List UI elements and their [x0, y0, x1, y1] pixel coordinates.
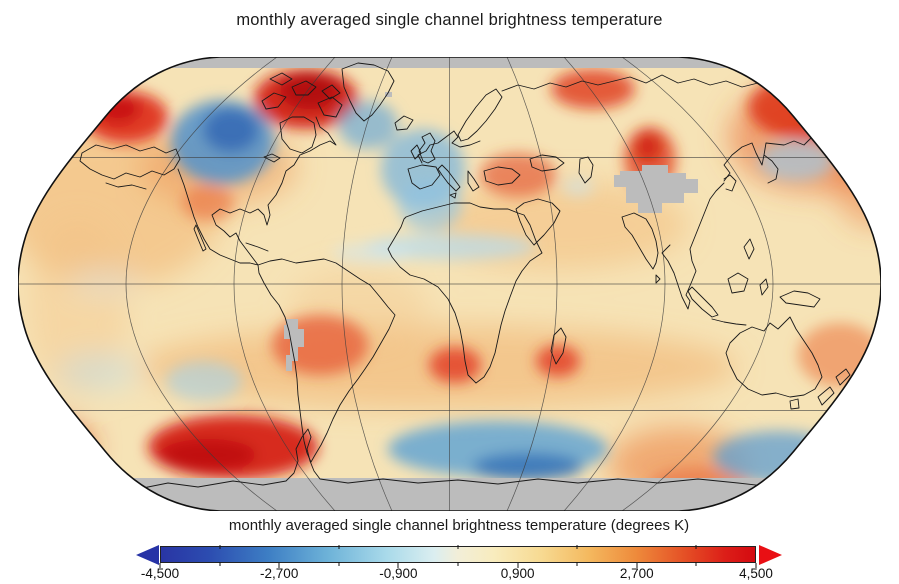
greenland-missing-pixel [385, 92, 392, 97]
colorbar-tick-labels: -4,500 -2,700 -0,900 0,900 2,700 4,500 [141, 566, 773, 582]
coast-great-lakes [263, 153, 281, 163]
coast-iceland [394, 115, 414, 131]
coast-india [621, 212, 659, 270]
coast-ireland [410, 144, 422, 160]
colorbar-tick-label: 0,900 [500, 566, 535, 581]
coast-alaska [79, 144, 181, 180]
coast-arctic-islands [261, 92, 287, 110]
coast-arabia [515, 198, 561, 246]
coast-china [661, 182, 725, 310]
coast-philippines [743, 238, 755, 260]
coast-greenland [341, 62, 395, 122]
colorbar: -4,500 -2,700 -0,900 0,900 2,700 4,500 [136, 543, 782, 583]
world-map [17, 56, 882, 512]
coast-arctic-islands [291, 80, 317, 96]
coast-anatolia [483, 166, 521, 186]
coast-antarctica [77, 428, 809, 494]
coast-na-east [211, 116, 337, 266]
colorbar-gradient [160, 546, 756, 563]
colorbar-tick-label: 2,700 [619, 566, 654, 581]
coast-tasmania [789, 398, 800, 410]
page-title: monthly averaged single channel brightne… [236, 11, 663, 29]
coast-australia [725, 316, 823, 398]
coast-sumatra [687, 286, 719, 318]
coast-aleutians [105, 182, 147, 190]
coast-hudson-bay [279, 116, 317, 154]
coast-madagascar [550, 327, 567, 365]
coast-java [711, 318, 747, 326]
coast-japan [763, 154, 779, 184]
coast-baja [193, 224, 207, 252]
colorbar-tick-label: -0,900 [379, 566, 418, 581]
colorbar-right-arrow [759, 545, 782, 565]
coast-arctic-islands [321, 84, 341, 100]
coast-baffin [317, 96, 343, 118]
coast-iberia [407, 164, 441, 190]
coast-sri-lanka [655, 274, 661, 284]
coast-greece [467, 170, 480, 192]
coastlines [77, 62, 857, 494]
coast-black-sea [529, 154, 565, 172]
coast-arctic-islands [269, 72, 293, 86]
coast-nz-south [817, 386, 835, 406]
graticule [18, 57, 881, 511]
colorbar-tick-label: 4,500 [739, 566, 773, 581]
world-map-container [17, 56, 882, 512]
coast-na-west [177, 168, 259, 266]
coast-south-america [257, 258, 396, 463]
tibet-missing-data [614, 165, 698, 213]
coast-borneo [727, 272, 749, 294]
coast-nz-north [835, 368, 851, 386]
colorbar-left-arrow [136, 545, 159, 565]
coast-scandinavia [457, 88, 503, 142]
colorbar-tick-label: -4,500 [140, 566, 180, 581]
coast-britain [418, 132, 436, 164]
coast-sicily [449, 192, 457, 199]
coast-new-guinea [779, 290, 821, 308]
colorbar-tick-label: -2,700 [260, 566, 299, 581]
coast-korea [723, 174, 737, 192]
coast-africa [387, 202, 543, 384]
coast-west-europe [417, 130, 481, 164]
colorbar-caption: monthly averaged single channel brightne… [228, 517, 690, 534]
coast-italy [437, 164, 461, 192]
coast-sulawesi [759, 278, 769, 296]
coast-caspian [578, 156, 594, 184]
coast-cuba [245, 242, 269, 252]
